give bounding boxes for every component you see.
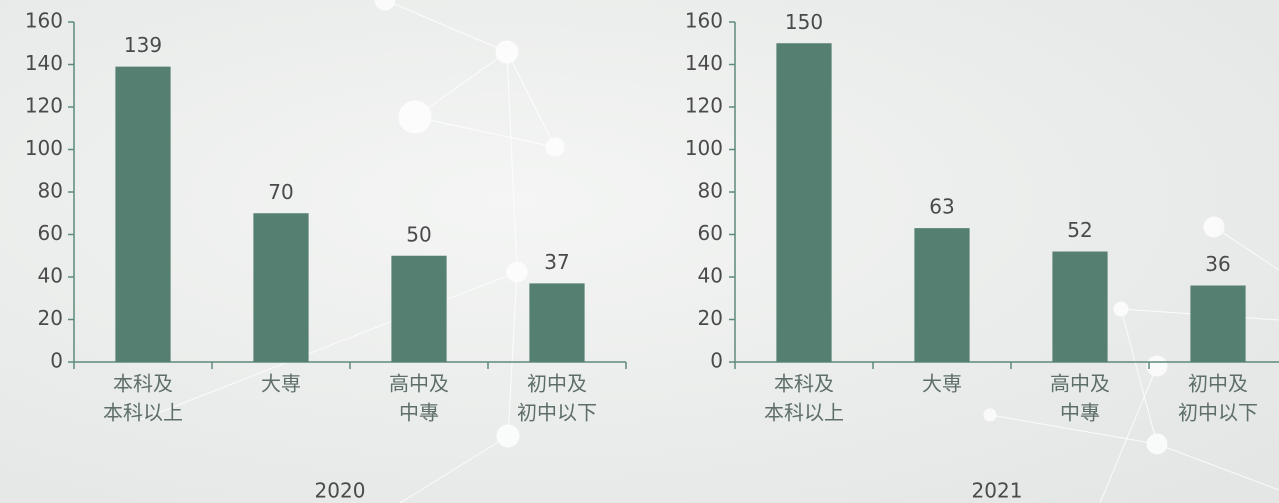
bar	[1052, 251, 1108, 362]
data-label: 52	[1067, 218, 1092, 242]
y-tick-label: 60	[698, 221, 723, 245]
data-label: 36	[1205, 252, 1230, 276]
y-tick-label: 20	[698, 306, 723, 330]
y-tick-label: 0	[710, 349, 723, 373]
bar	[776, 43, 832, 362]
decoration	[139, 0, 1279, 503]
bar	[253, 213, 309, 362]
x-tick-label: 本科以上	[103, 401, 183, 425]
y-tick-label: 0	[50, 349, 63, 373]
data-label: 50	[406, 222, 431, 246]
chart-title: 2020	[315, 479, 366, 503]
y-tick-label: 40	[698, 264, 723, 288]
x-tick-label: 大専	[261, 372, 301, 396]
y-tick-label: 80	[38, 179, 63, 203]
y-tick-label: 60	[38, 221, 63, 245]
y-tick-label: 80	[698, 179, 723, 203]
x-tick-label: 中專	[399, 401, 439, 425]
bar	[391, 255, 447, 362]
y-tick-label: 40	[38, 264, 63, 288]
x-tick-label: 大専	[922, 372, 962, 396]
y-tick-label: 160	[25, 9, 63, 33]
data-label: 63	[929, 195, 954, 219]
bar	[914, 228, 970, 362]
y-tick-label: 120	[685, 94, 723, 118]
chart-title: 2021	[972, 479, 1023, 503]
y-tick-label: 120	[25, 94, 63, 118]
bar	[1190, 285, 1246, 362]
y-tick-label: 20	[38, 306, 63, 330]
y-tick-label: 100	[685, 136, 723, 160]
x-tick-label: 初中以下	[517, 401, 597, 425]
x-tick-label: 本科以上	[764, 401, 844, 425]
x-tick-label: 初中及	[1188, 372, 1248, 396]
y-tick-label: 160	[685, 9, 723, 33]
x-tick-label: 初中以下	[1178, 401, 1258, 425]
data-label: 37	[544, 250, 569, 274]
bar	[115, 66, 171, 362]
x-tick-label: 高中及	[389, 372, 449, 396]
data-label: 150	[785, 10, 823, 34]
x-tick-label: 本科及	[113, 372, 173, 396]
y-tick-label: 140	[685, 51, 723, 75]
y-tick-label: 140	[25, 51, 63, 75]
data-label: 70	[268, 180, 293, 204]
x-tick-label: 中專	[1060, 401, 1100, 425]
bar	[529, 283, 585, 362]
x-tick-label: 高中及	[1050, 372, 1110, 396]
y-tick-label: 100	[25, 136, 63, 160]
x-tick-label: 初中及	[527, 372, 587, 396]
x-tick-label: 本科及	[774, 372, 834, 396]
data-label: 139	[124, 33, 162, 57]
